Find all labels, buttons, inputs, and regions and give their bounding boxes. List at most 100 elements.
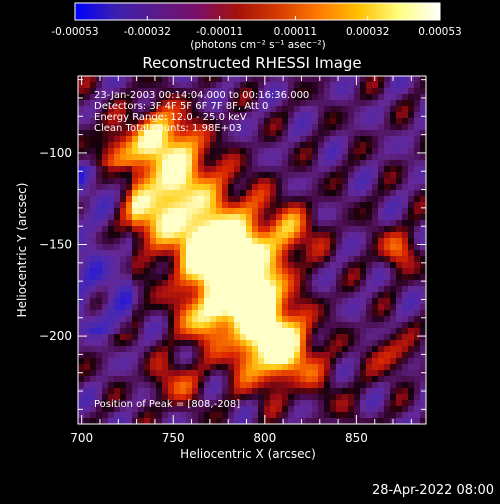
heatmap-cell — [138, 250, 145, 257]
heatmap-cell — [420, 112, 426, 119]
heatmap-cell — [180, 388, 187, 395]
heatmap-cell — [96, 412, 103, 419]
heatmap-cell — [138, 88, 145, 95]
heatmap-cell — [318, 172, 325, 179]
heatmap-cell — [228, 310, 235, 317]
heatmap-cell — [354, 220, 361, 227]
heatmap-cell — [402, 142, 409, 149]
heatmap-cell — [282, 88, 289, 95]
heatmap-cell — [270, 130, 277, 137]
heatmap-cell — [222, 130, 229, 137]
heatmap-cell — [234, 190, 241, 197]
heatmap-cell — [264, 88, 271, 95]
heatmap-cell — [174, 124, 181, 131]
heatmap-cell — [132, 76, 139, 83]
heatmap-cell — [222, 340, 229, 347]
heatmap-cell — [234, 112, 241, 119]
heatmap-cell — [294, 256, 301, 263]
heatmap-cell — [348, 262, 355, 269]
heatmap-cell — [324, 340, 331, 347]
heatmap-cell — [210, 124, 217, 131]
heatmap-cell — [366, 178, 373, 185]
heatmap-cell — [330, 226, 337, 233]
heatmap-cell — [126, 388, 133, 395]
heatmap-cell — [258, 226, 265, 233]
heatmap-cell — [150, 244, 157, 251]
heatmap-cell — [312, 316, 319, 323]
heatmap-cell — [246, 136, 253, 143]
heatmap-cell — [228, 280, 235, 287]
heatmap-cell — [144, 100, 151, 107]
heatmap-cell — [138, 400, 145, 407]
heatmap-cell — [162, 232, 169, 239]
heatmap-cell — [312, 106, 319, 113]
heatmap-cell — [204, 250, 211, 257]
heatmap-cell — [96, 106, 103, 113]
heatmap-cell — [156, 82, 163, 89]
heatmap-cell — [402, 382, 409, 389]
heatmap-cell — [120, 358, 127, 365]
annotation-line: Clean Total counts: 1.98E+03 — [94, 123, 242, 134]
heatmap-cell — [312, 298, 319, 305]
heatmap-cell — [174, 316, 181, 323]
heatmap-cell — [210, 100, 217, 107]
heatmap-cell — [402, 310, 409, 317]
heatmap-cell — [414, 412, 421, 419]
heatmap-cell — [210, 340, 217, 347]
heatmap-cell — [402, 136, 409, 143]
heatmap-cell — [348, 112, 355, 119]
heatmap-cell — [414, 190, 421, 197]
heatmap-cell — [90, 232, 97, 239]
heatmap-cell — [228, 238, 235, 245]
heatmap-cell — [168, 88, 175, 95]
heatmap-cell — [390, 340, 397, 347]
heatmap-cell — [414, 214, 421, 221]
heatmap-cell — [378, 268, 385, 275]
heatmap-cell — [402, 316, 409, 323]
heatmap-cell — [330, 244, 337, 251]
heatmap-cell — [156, 166, 163, 173]
heatmap-cell — [186, 136, 193, 143]
heatmap-cell — [168, 82, 175, 89]
heatmap-cell — [282, 226, 289, 233]
heatmap-cell — [132, 142, 139, 149]
heatmap-cell — [312, 112, 319, 119]
heatmap-cell — [174, 88, 181, 95]
heatmap-cell — [138, 76, 145, 83]
heatmap-cell — [324, 274, 331, 281]
heatmap-cell — [396, 118, 403, 125]
heatmap-cell — [216, 154, 223, 161]
heatmap-cell — [396, 322, 403, 329]
heatmap-cell — [336, 274, 343, 281]
heatmap-cell — [78, 178, 85, 185]
heatmap-cell — [378, 304, 385, 311]
heatmap-cell — [258, 148, 265, 155]
heatmap-cell — [258, 412, 265, 419]
heatmap-cell — [306, 220, 313, 227]
heatmap-cell — [222, 388, 229, 395]
heatmap-cell — [318, 346, 325, 353]
heatmap-cell — [372, 250, 379, 257]
heatmap-cell — [126, 346, 133, 353]
heatmap-cell — [354, 358, 361, 365]
heatmap-cell — [138, 364, 145, 371]
heatmap-cell — [354, 118, 361, 125]
heatmap-cell — [78, 94, 85, 101]
heatmap-cell — [132, 322, 139, 329]
heatmap-cell — [252, 196, 259, 203]
heatmap-cell — [282, 76, 289, 83]
heatmap-cell — [420, 208, 426, 215]
heatmap-cell — [366, 268, 373, 275]
heatmap-cell — [336, 238, 343, 245]
heatmap-cell — [84, 316, 91, 323]
heatmap-cell — [408, 262, 415, 269]
heatmap-cell — [318, 292, 325, 299]
heatmap-cell — [108, 340, 115, 347]
heatmap-cell — [330, 418, 337, 424]
heatmap-cell — [186, 232, 193, 239]
heatmap-cell — [222, 310, 229, 317]
heatmap-cell — [384, 412, 391, 419]
heatmap-cell — [420, 400, 426, 407]
heatmap-cell — [300, 136, 307, 143]
heatmap-cell — [378, 310, 385, 317]
